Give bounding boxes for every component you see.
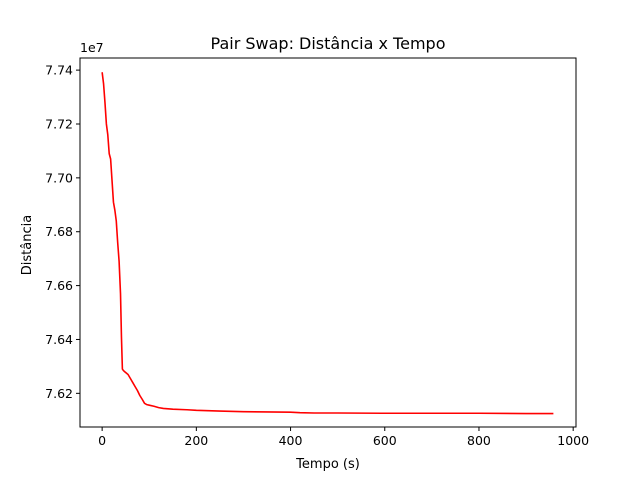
y-axis: 7.62 7.64 7.66 7.68 7.70 7.72 7.74 [45, 63, 80, 401]
x-tick-label: 0 [98, 433, 106, 448]
plot-area [101, 72, 554, 415]
y-axis-label: Distância [20, 215, 35, 275]
x-tick-label: 400 [279, 433, 303, 448]
y-tick-label: 7.74 [45, 63, 73, 78]
y-tick-label: 7.68 [45, 224, 73, 239]
y-tick-label: 7.72 [45, 116, 73, 131]
x-axis: 0 200 400 600 800 1000 [98, 427, 589, 448]
y-tick-label: 7.66 [45, 278, 73, 293]
x-tick-label: 200 [184, 433, 208, 448]
plot-frame [79, 57, 577, 428]
y-tick-label: 7.62 [45, 386, 73, 401]
x-tick-label: 1000 [557, 433, 589, 448]
x-tick-label: 800 [467, 433, 491, 448]
series-line-0 [101, 72, 554, 415]
x-axis-label: Tempo (s) [295, 457, 360, 472]
y-offset-label: 1e7 [80, 40, 104, 55]
chart-title: Pair Swap: Distância x Tempo [211, 34, 446, 53]
y-tick-label: 7.64 [45, 332, 73, 347]
x-tick-label: 600 [373, 433, 397, 448]
y-tick-label: 7.70 [45, 170, 73, 185]
